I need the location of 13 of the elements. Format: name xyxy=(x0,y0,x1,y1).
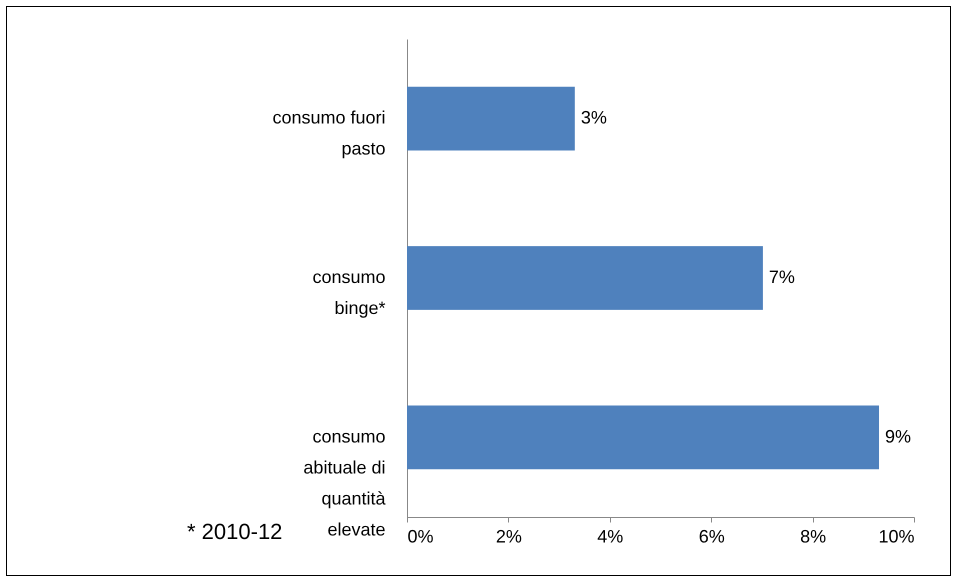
x-tick-label: 0% xyxy=(408,526,434,546)
x-tick-label: 2% xyxy=(496,526,522,546)
x-tick-label: 10% xyxy=(878,526,914,546)
text: * 2010-12 xyxy=(187,519,282,545)
x-tick-label: 8% xyxy=(800,526,826,546)
y-tick-label: consumo abituale di quantità elevate xyxy=(303,426,386,540)
data-label: 7% xyxy=(768,267,795,287)
y-tick-label: consumo fuori pasto xyxy=(272,108,386,159)
x-tick-label: 6% xyxy=(698,526,725,546)
y-tick-label: consumo binge* xyxy=(312,267,386,318)
data-label: 9% xyxy=(885,426,912,446)
x-tick-label: 4% xyxy=(597,526,624,546)
data-label: 3% xyxy=(580,108,607,128)
